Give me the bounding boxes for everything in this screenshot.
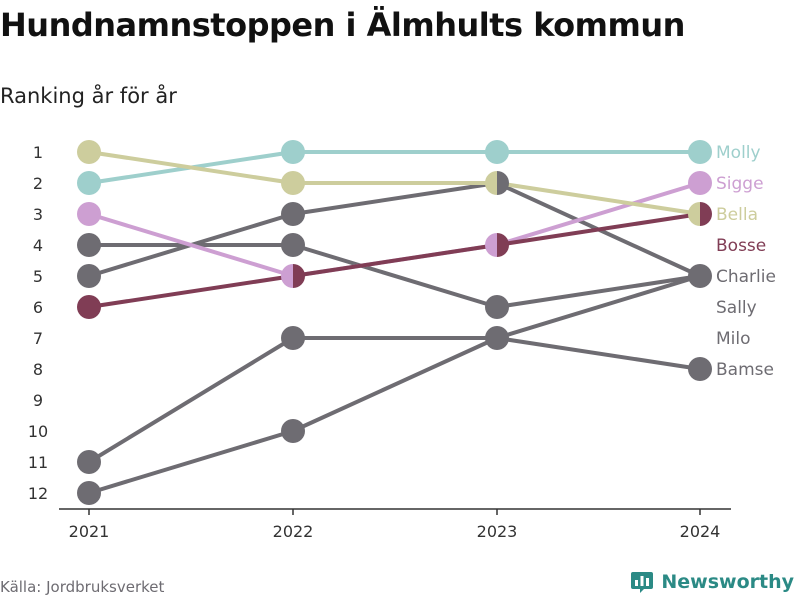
- y-tick-label-5: 5: [33, 267, 43, 286]
- point-milo-2021: [77, 450, 101, 474]
- x-tick-label-2024: 2024: [680, 522, 721, 541]
- point-bamse-2024: [688, 357, 712, 381]
- y-tick-label-12: 12: [28, 484, 48, 503]
- point-bamse-2022: [281, 419, 305, 443]
- series-line-sally: [89, 243, 701, 309]
- y-tick-label-8: 8: [33, 360, 43, 379]
- point-bosse-2023: [497, 233, 509, 257]
- point-sally-2023: [485, 295, 509, 319]
- y-tick-label-2: 2: [33, 174, 43, 193]
- series-line-bamse: [88, 336, 701, 495]
- y-tick-label-9: 9: [33, 391, 43, 410]
- point-bella-2024: [688, 202, 700, 226]
- x-tick-label-2023: 2023: [477, 522, 518, 541]
- chart-title: Hundnamnstoppen i Älmhults kommun: [0, 6, 685, 44]
- point-sally-2021: [77, 233, 101, 257]
- series-label-molly: Molly: [716, 143, 761, 163]
- y-tick-label-11: 11: [28, 453, 48, 472]
- series-label-bella: Bella: [716, 205, 758, 225]
- point-sigge-2023: [485, 233, 497, 257]
- point-charlie-2022: [281, 202, 305, 226]
- point-bella-2023: [485, 171, 497, 195]
- point-bosse-2021: [77, 295, 101, 319]
- point-milo-2022: [281, 326, 305, 350]
- point-sigge-2021: [77, 202, 101, 226]
- point-charlie-2024: [688, 264, 712, 288]
- series-label-charlie: Charlie: [716, 267, 776, 287]
- point-molly-2024: [688, 140, 712, 164]
- series-label-bamse: Bamse: [716, 360, 774, 380]
- x-tick-label-2021: 2021: [69, 522, 110, 541]
- series-line-bella: [88, 150, 701, 216]
- point-sally-2022: [281, 233, 305, 257]
- point-bosse-2024: [700, 202, 712, 226]
- series-label-bosse: Bosse: [716, 236, 766, 256]
- y-tick-label-3: 3: [33, 205, 43, 224]
- point-sigge-2024: [688, 171, 712, 195]
- point-charlie-2021: [77, 264, 101, 288]
- point-charlie-2023: [497, 171, 509, 195]
- series-line-milo: [87, 274, 701, 464]
- point-sigge-2022: [281, 264, 293, 288]
- point-milo-2023: [485, 326, 509, 350]
- brand-name: Newsworthy: [661, 571, 794, 593]
- source-note: Källa: Jordbruksverket: [0, 578, 165, 596]
- point-bella-2021: [77, 140, 101, 164]
- series-label-milo: Milo: [716, 329, 751, 349]
- series-label-sigge: Sigge: [716, 174, 764, 194]
- point-molly-2022: [281, 140, 305, 164]
- series-line-bosse: [88, 212, 701, 309]
- point-molly-2021: [77, 171, 101, 195]
- newsworthy-icon: [631, 572, 654, 593]
- y-tick-label-7: 7: [33, 329, 43, 348]
- point-bamse-2021: [77, 481, 101, 505]
- y-tick-label-1: 1: [33, 143, 43, 162]
- y-tick-label-10: 10: [28, 422, 48, 441]
- point-molly-2023: [485, 140, 509, 164]
- chart-subtitle: Ranking år för år: [0, 84, 177, 108]
- y-tick-label-6: 6: [33, 298, 43, 317]
- point-bella-2022: [281, 171, 305, 195]
- point-bosse-2022: [293, 264, 305, 288]
- series-label-sally: Sally: [716, 298, 757, 318]
- newsworthy-logo: Newsworthy: [631, 570, 794, 594]
- x-tick-label-2022: 2022: [273, 522, 314, 541]
- y-tick-label-4: 4: [33, 236, 43, 255]
